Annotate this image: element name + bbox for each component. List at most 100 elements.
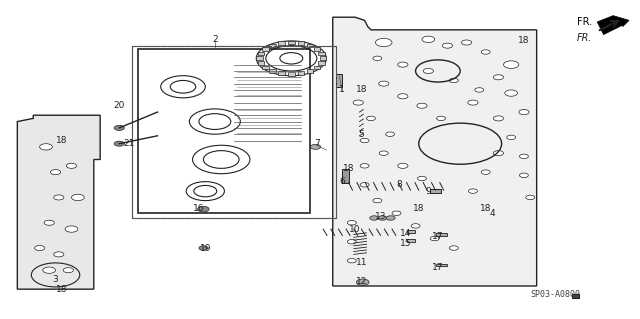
Circle shape: [386, 132, 394, 137]
Circle shape: [35, 246, 45, 250]
Circle shape: [380, 151, 388, 155]
Bar: [288, 72, 294, 76]
Circle shape: [356, 279, 369, 286]
Circle shape: [493, 75, 504, 80]
Text: 15: 15: [400, 239, 412, 248]
Bar: [307, 44, 313, 48]
Circle shape: [199, 246, 208, 250]
Text: 17: 17: [432, 263, 444, 271]
Circle shape: [493, 151, 504, 156]
Circle shape: [72, 194, 84, 201]
Circle shape: [67, 163, 77, 168]
Circle shape: [422, 36, 435, 42]
Circle shape: [348, 240, 356, 244]
Text: 4: 4: [489, 209, 495, 218]
Bar: [269, 69, 276, 73]
Bar: [436, 263, 447, 266]
Text: 3: 3: [52, 275, 58, 284]
Circle shape: [475, 88, 484, 92]
Circle shape: [387, 216, 395, 220]
Bar: [320, 56, 326, 60]
Circle shape: [449, 78, 458, 83]
Bar: [278, 71, 285, 75]
Circle shape: [504, 61, 519, 69]
Text: 1: 1: [339, 85, 345, 94]
Text: SP03-A0800: SP03-A0800: [531, 290, 580, 299]
Text: 21: 21: [123, 139, 134, 148]
Text: 18: 18: [480, 204, 492, 213]
Polygon shape: [17, 115, 100, 289]
Circle shape: [376, 38, 392, 47]
Circle shape: [423, 69, 433, 73]
Circle shape: [114, 125, 124, 130]
Circle shape: [378, 216, 387, 220]
Circle shape: [360, 138, 369, 143]
Bar: [572, 294, 579, 298]
Text: 12: 12: [356, 277, 367, 286]
Bar: [138, 49, 310, 213]
Text: 13: 13: [375, 212, 387, 221]
Circle shape: [43, 267, 56, 273]
Circle shape: [392, 211, 401, 215]
Text: FR.: FR.: [577, 17, 592, 27]
Bar: [258, 52, 264, 55]
Bar: [298, 41, 305, 45]
Circle shape: [481, 50, 490, 54]
Circle shape: [373, 56, 382, 61]
Bar: [336, 74, 342, 87]
Circle shape: [40, 144, 52, 150]
Bar: [262, 47, 269, 51]
Text: 10: 10: [349, 225, 361, 234]
Circle shape: [417, 103, 427, 108]
Circle shape: [360, 164, 369, 168]
Bar: [132, 46, 336, 218]
Bar: [429, 189, 441, 193]
Circle shape: [526, 195, 535, 200]
Text: 20: 20: [113, 101, 125, 110]
Circle shape: [449, 246, 458, 250]
Bar: [298, 71, 305, 75]
Circle shape: [411, 224, 420, 228]
Circle shape: [65, 226, 78, 232]
Text: 18: 18: [356, 85, 367, 94]
Circle shape: [436, 116, 445, 121]
Text: 18: 18: [56, 285, 68, 294]
Text: 14: 14: [401, 229, 412, 238]
Circle shape: [63, 268, 74, 273]
Circle shape: [505, 90, 518, 96]
Bar: [319, 61, 325, 65]
Circle shape: [397, 163, 408, 168]
Text: 19: 19: [200, 243, 211, 253]
Circle shape: [373, 198, 382, 203]
Bar: [278, 41, 285, 45]
Text: 18: 18: [413, 204, 424, 213]
Bar: [319, 52, 325, 55]
Circle shape: [54, 252, 64, 257]
Text: 8: 8: [397, 180, 403, 189]
Circle shape: [310, 144, 321, 149]
Circle shape: [397, 94, 408, 99]
Bar: [307, 69, 313, 73]
Bar: [269, 44, 276, 48]
Circle shape: [461, 40, 472, 45]
Bar: [314, 47, 320, 51]
Text: 18: 18: [56, 136, 68, 145]
Bar: [342, 169, 349, 183]
Text: 2: 2: [212, 35, 218, 44]
Circle shape: [519, 109, 529, 115]
Bar: [407, 230, 415, 233]
Bar: [407, 239, 415, 242]
Circle shape: [468, 100, 478, 105]
Circle shape: [417, 176, 426, 181]
Circle shape: [520, 173, 529, 178]
Bar: [288, 41, 294, 44]
Circle shape: [468, 189, 477, 193]
Circle shape: [442, 43, 452, 48]
Polygon shape: [597, 16, 629, 34]
Circle shape: [348, 258, 356, 263]
Text: 7: 7: [314, 139, 320, 148]
Text: 18: 18: [518, 36, 530, 45]
Text: FR.: FR.: [577, 33, 593, 43]
Circle shape: [493, 116, 504, 121]
Circle shape: [51, 170, 61, 175]
